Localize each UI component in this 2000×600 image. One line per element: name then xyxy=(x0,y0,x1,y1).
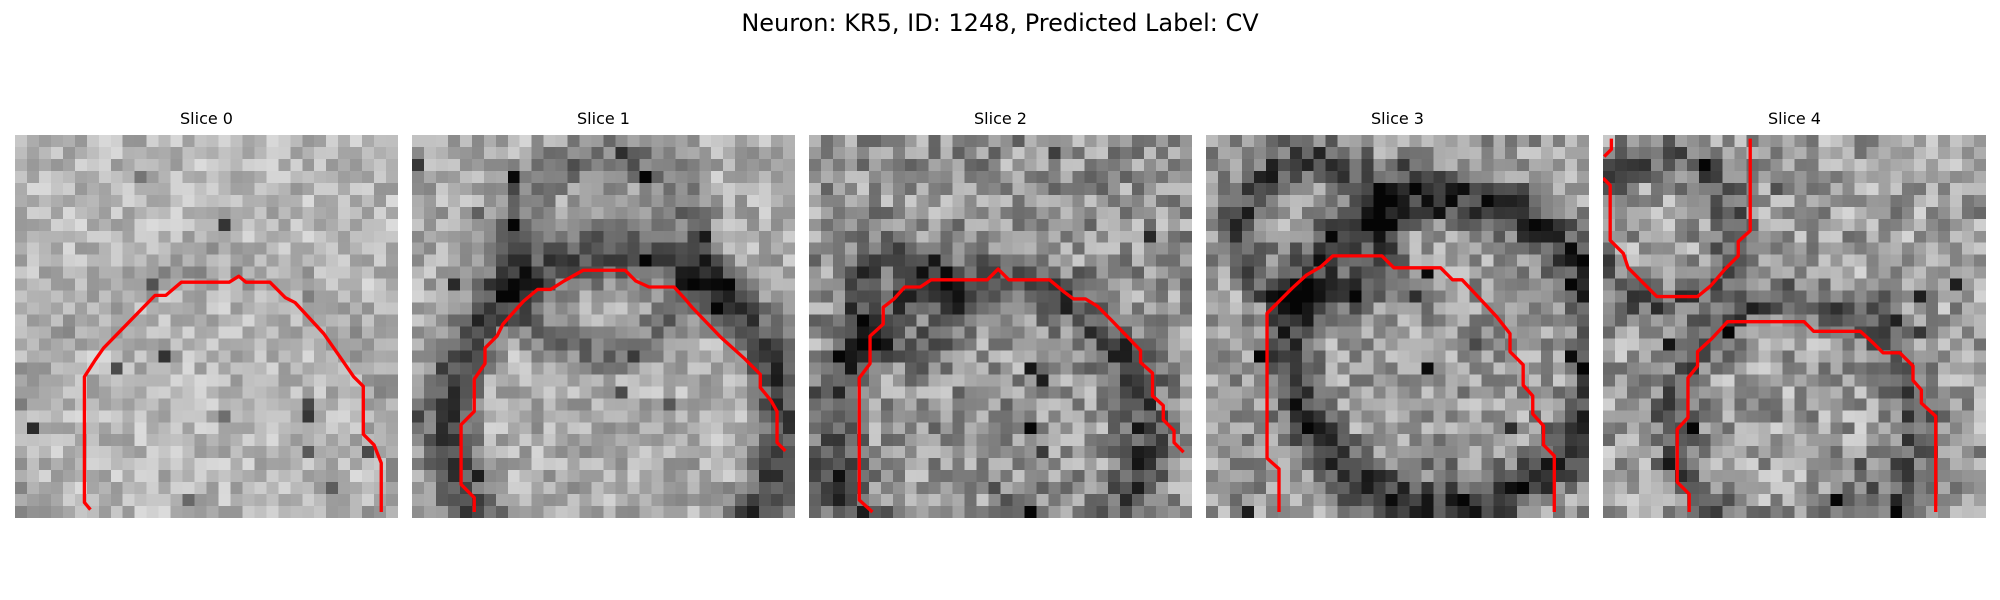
slice-panel-0: Slice 0 xyxy=(15,109,398,518)
slice-title-2: Slice 2 xyxy=(974,109,1027,128)
slice-image-3 xyxy=(1206,135,1589,518)
slice-image-2 xyxy=(809,135,1192,518)
slice-pixels-2 xyxy=(809,135,1192,518)
slice-pixels-0 xyxy=(15,135,398,518)
slice-pixels-1 xyxy=(412,135,795,518)
slice-contour-4a xyxy=(1603,138,1752,299)
slice-contour-4c xyxy=(1675,320,1938,513)
slice-pixels-3 xyxy=(1206,135,1589,518)
slice-panel-1: Slice 1 xyxy=(412,109,795,518)
slice-panel-3: Slice 3 xyxy=(1206,109,1589,518)
slice-contour-3 xyxy=(1265,254,1556,513)
slice-image-4 xyxy=(1603,135,1986,518)
slice-contour-4b xyxy=(1603,138,1614,158)
figure-title: Neuron: KR5, ID: 1248, Predicted Label: … xyxy=(741,9,1259,37)
slice-title-1: Slice 1 xyxy=(577,109,630,128)
slice-title-3: Slice 3 xyxy=(1371,109,1424,128)
slice-panel-2: Slice 2 xyxy=(809,109,1192,518)
slice-title-4: Slice 4 xyxy=(1768,109,1821,128)
slice-contour-2 xyxy=(857,267,1185,514)
slice-image-0 xyxy=(15,135,398,518)
slice-contour-0 xyxy=(82,274,383,513)
slice-image-1 xyxy=(412,135,795,518)
slice-contour-1 xyxy=(459,268,787,513)
slice-pixels-4 xyxy=(1603,135,1986,518)
slice-title-0: Slice 0 xyxy=(180,109,233,128)
slice-panel-4: Slice 4 xyxy=(1603,109,1986,518)
